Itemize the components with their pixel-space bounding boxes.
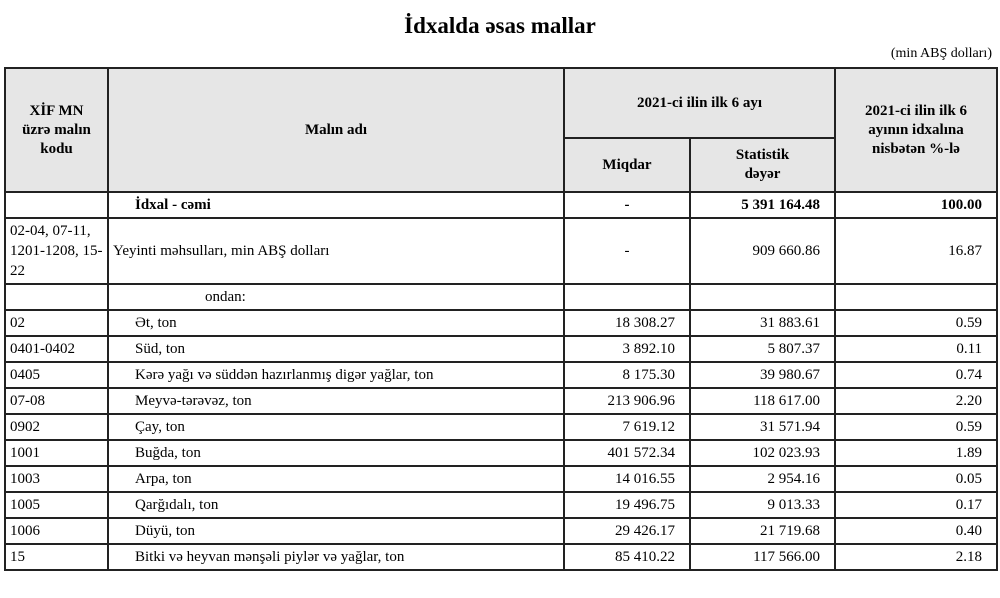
table-row: 0401-0402 Süd, ton 3 892.10 5 807.37 0.11 [4, 335, 999, 363]
cell-quantity: 3 892.10 [563, 335, 691, 363]
food-row: 02-04, 07-11, 1201-1208, 15-22 Yeyinti m… [4, 217, 999, 285]
cell-share: 0.59 [834, 309, 999, 337]
cell-code: 1006 [4, 517, 109, 545]
cell-quantity: 29 426.17 [563, 517, 691, 545]
cell-quantity: 7 619.12 [563, 413, 691, 441]
cell-share: 100.00 [834, 191, 999, 219]
cell-code: 0405 [4, 361, 109, 389]
table-row: 1006 Düyü, ton 29 426.17 21 719.68 0.40 [4, 517, 999, 545]
header-value: Statistik dəyər [688, 137, 837, 193]
cell-value: 31 571.94 [688, 413, 837, 441]
cell-quantity: 85 410.22 [563, 543, 691, 571]
cell-value: 117 566.00 [688, 543, 837, 571]
cell-quantity: 14 016.55 [563, 465, 691, 493]
ondan-label: ondan: [107, 283, 565, 311]
cell-code: 02-04, 07-11, 1201-1208, 15-22 [4, 217, 109, 285]
cell-name: Kərə yağı və süddən hazırlanmış digər ya… [107, 361, 565, 389]
cell-share: 0.11 [834, 335, 999, 363]
cell-quantity: 213 906.96 [563, 387, 691, 415]
cell-value: 909 660.86 [688, 217, 837, 285]
cell-value: 21 719.68 [688, 517, 837, 545]
header-code: XİF MN üzrə malın kodu [4, 67, 109, 193]
cell-name: Yeyinti məhsulları, min ABŞ dolları [107, 217, 565, 285]
imports-table: XİF MN üzrə malın kodu Malın adı 2021-ci… [4, 67, 999, 571]
cell-code: 15 [4, 543, 109, 571]
header-period: 2021-ci ilin ilk 6 ayı [562, 67, 837, 139]
cell-share: 0.59 [834, 413, 999, 441]
cell-code: 0401-0402 [4, 335, 109, 363]
cell-quantity: 18 308.27 [563, 309, 691, 337]
cell-share: 2.20 [834, 387, 999, 415]
table-row: 1001 Buğda, ton 401 572.34 102 023.93 1.89 [4, 439, 999, 467]
cell-name: Süd, ton [107, 335, 565, 363]
cell-quantity: - [563, 217, 691, 285]
cell-quantity: 8 175.30 [563, 361, 691, 389]
cell-code: 1003 [4, 465, 109, 493]
cell-code: 1005 [4, 491, 109, 519]
cell-name: Arpa, ton [107, 465, 565, 493]
cell-code: 1001 [4, 439, 109, 467]
table-row: 0405 Kərə yağı və süddən hazırlanmış digə… [4, 361, 999, 389]
table-row: 15 Bitki və heyvan mənşəli piylər və yağl… [4, 543, 999, 571]
cell-share: 2.18 [834, 543, 999, 571]
cell-share: 0.74 [834, 361, 999, 389]
cell-quantity: 19 496.75 [563, 491, 691, 519]
cell-code [4, 191, 109, 219]
table-row: 1003 Arpa, ton 14 016.55 2 954.16 0.05 [4, 465, 999, 493]
cell-name: Düyü, ton [107, 517, 565, 545]
cell-share: 0.40 [834, 517, 999, 545]
cell-name: Ət, ton [107, 309, 565, 337]
cell-quantity: - [563, 191, 691, 219]
cell-name: İdxal - cəmi [107, 191, 565, 219]
table-row: 0902 Çay, ton 7 619.12 31 571.94 0.59 [4, 413, 999, 441]
cell-value: 102 023.93 [688, 439, 837, 467]
unit-note: (min ABŞ dolları) [890, 46, 992, 61]
cell-code: 07-08 [4, 387, 109, 415]
cell-share: 0.17 [834, 491, 999, 519]
cell-name: Meyvə-tərəvəz, ton [107, 387, 565, 415]
ondan-row: ondan: [4, 283, 999, 311]
cell-value: 5 807.37 [688, 335, 837, 363]
cell-name: Bitki və heyvan mənşəli piylər və yağlar… [107, 543, 565, 571]
page-title: İdxalda əsas mallar [404, 13, 596, 38]
table-row: 1005 Qarğıdalı, ton 19 496.75 9 013.33 0.17 [4, 491, 999, 519]
cell-share: 0.05 [834, 465, 999, 493]
header-share: 2021-ci ilin ilk 6 ayının idxalına nisbə… [834, 67, 999, 193]
cell-name: Buğda, ton [107, 439, 565, 467]
cell-share: 1.89 [834, 439, 999, 467]
table-row: 07-08 Meyvə-tərəvəz, ton 213 906.96 118 617… [4, 387, 999, 415]
cell-value: 118 617.00 [688, 387, 837, 415]
header-quantity: Miqdar [563, 137, 691, 193]
cell-name: Qarğıdalı, ton [107, 491, 565, 519]
cell-share: 16.87 [834, 217, 999, 285]
cell-value: 31 883.61 [688, 309, 837, 337]
cell-value: 5 391 164.48 [688, 191, 837, 219]
cell-value: 9 013.33 [688, 491, 837, 519]
header-name: Malın adı [107, 67, 565, 193]
cell-code: 02 [4, 309, 109, 337]
total-row: İdxal - cəmi - 5 391 164.48 100.00 [4, 191, 999, 219]
cell-code: 0902 [4, 413, 109, 441]
cell-quantity: 401 572.34 [563, 439, 691, 467]
cell-name: Çay, ton [107, 413, 565, 441]
cell-value: 2 954.16 [688, 465, 837, 493]
cell-value: 39 980.67 [688, 361, 837, 389]
table-row: 02 Ət, ton 18 308.27 31 883.61 0.59 [4, 309, 999, 337]
